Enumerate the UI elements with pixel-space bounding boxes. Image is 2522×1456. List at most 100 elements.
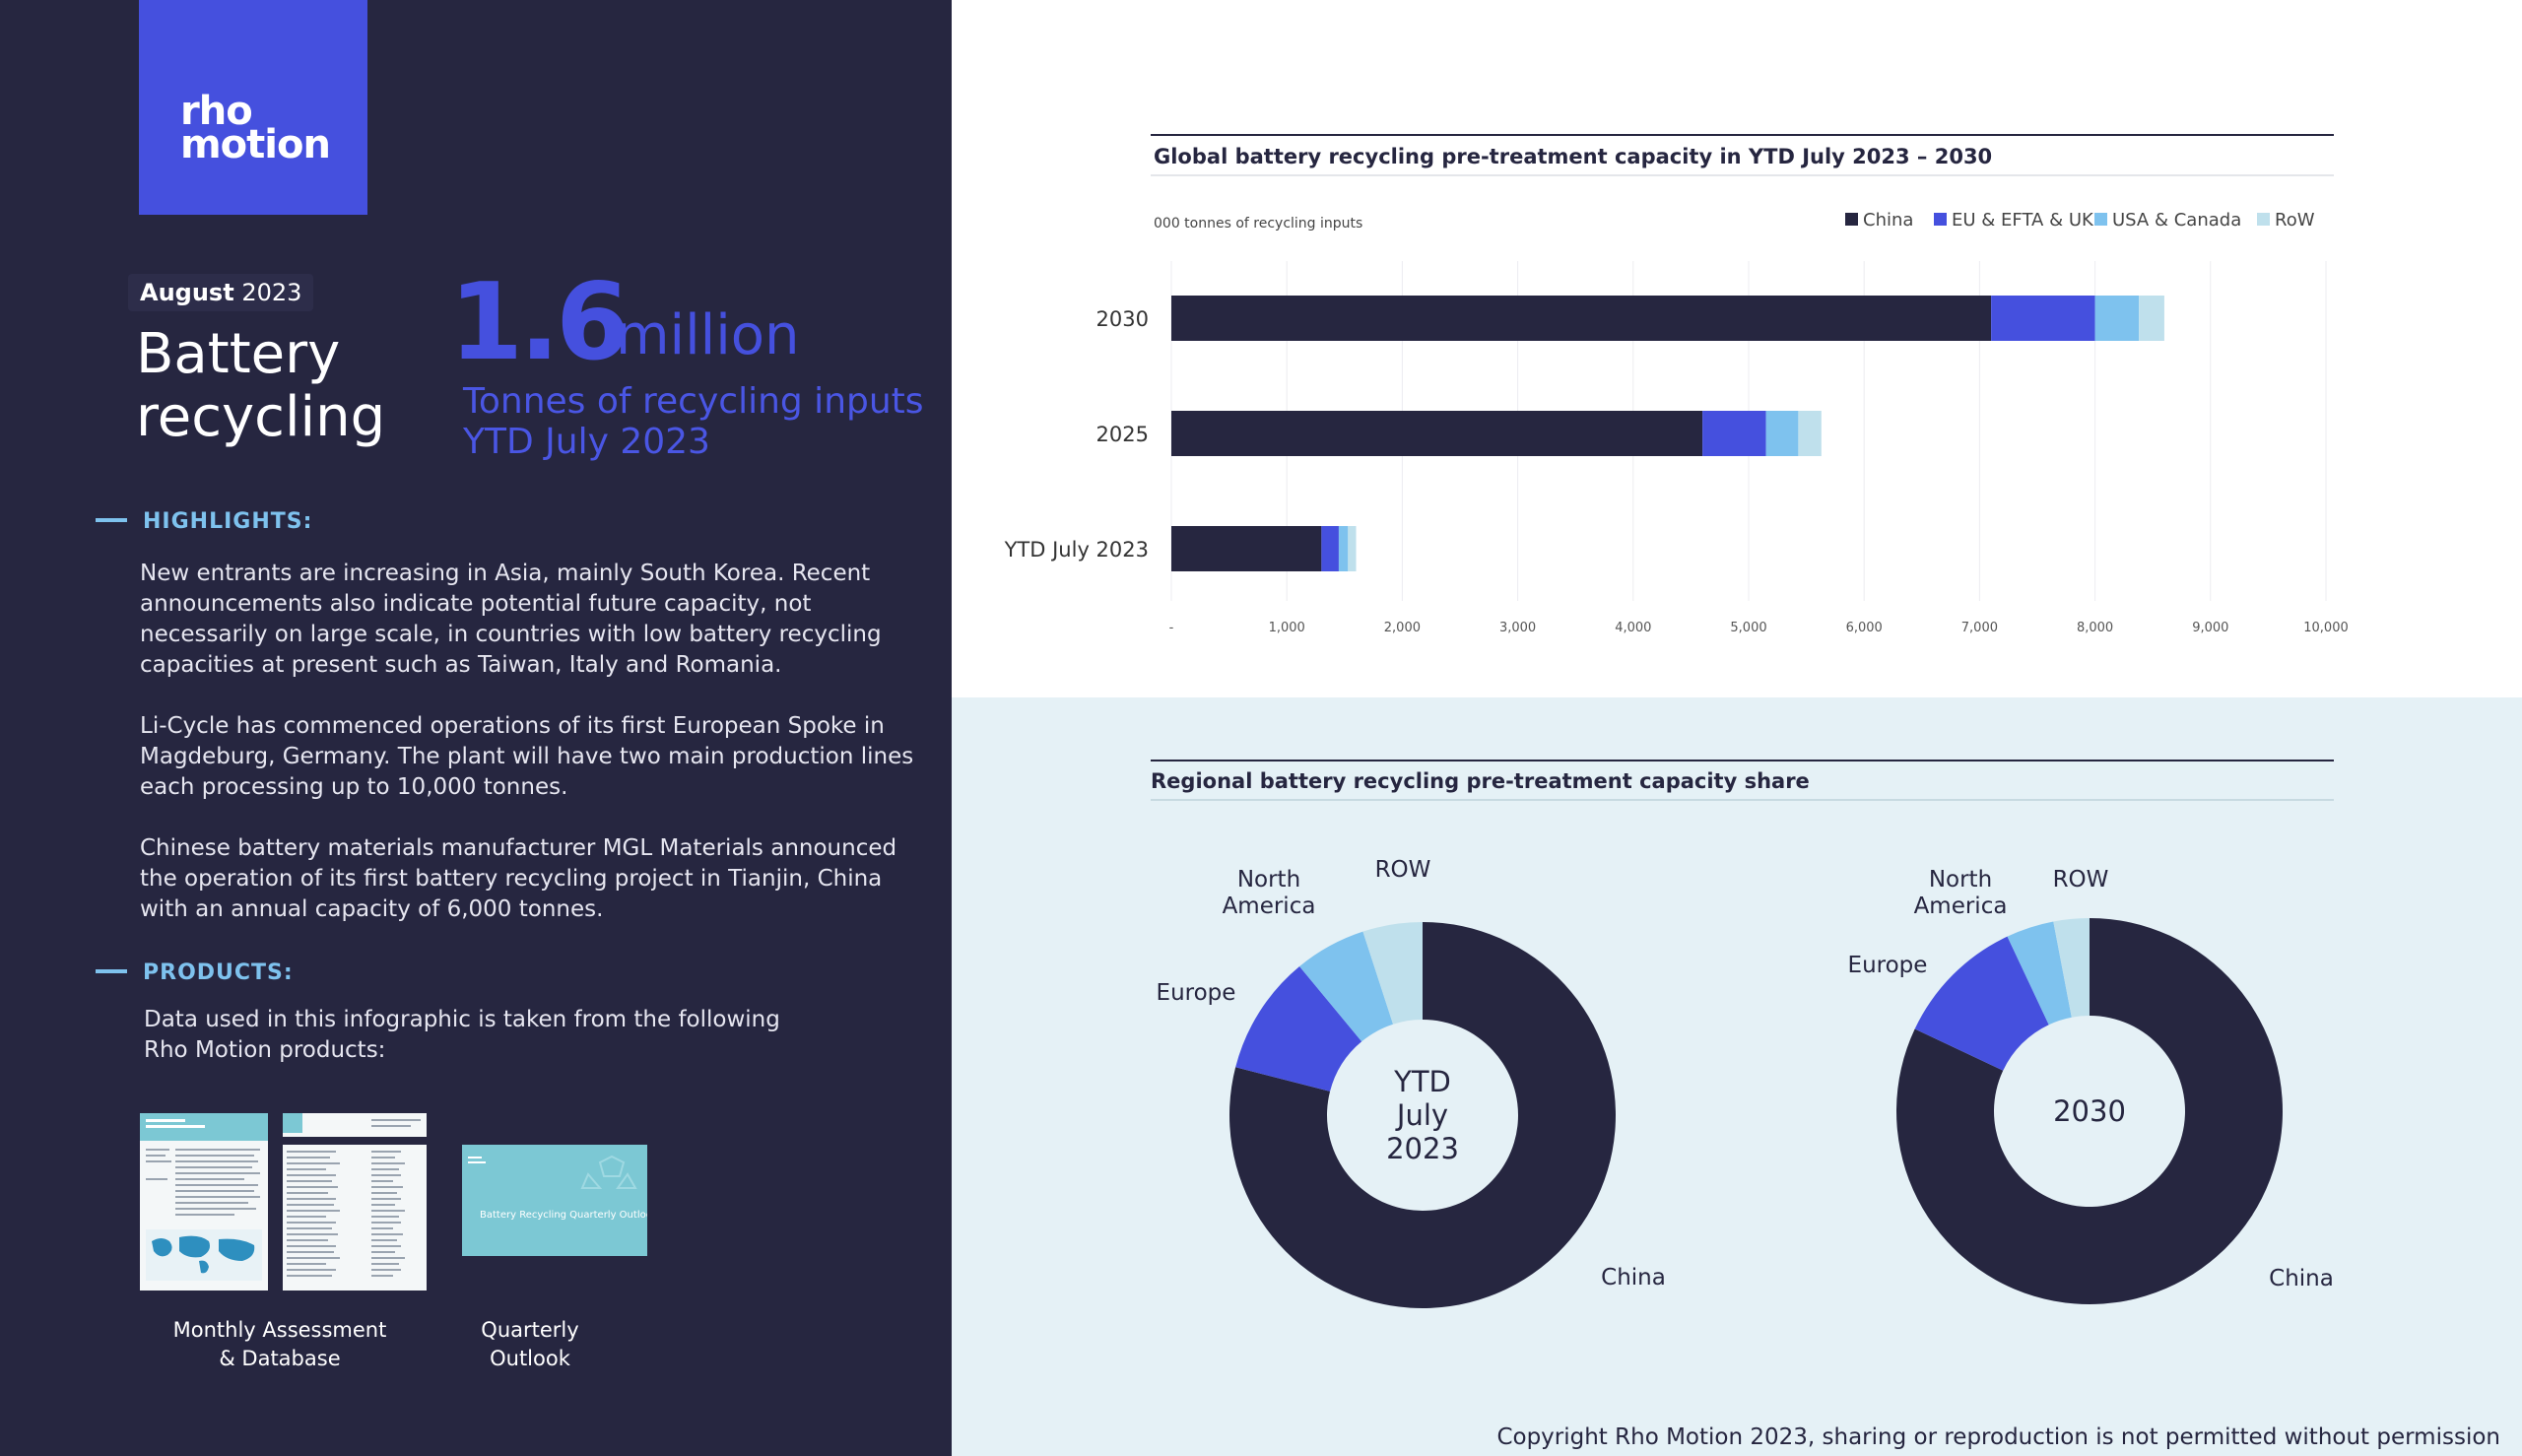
big-unit: million (616, 303, 800, 367)
bar-segment-china (1171, 526, 1322, 571)
donut-center-label: 2023 (1386, 1132, 1459, 1165)
donut-slice-china (1229, 922, 1616, 1308)
products-intro: Data used in this infographic is taken f… (144, 1005, 932, 1066)
y-category-label: YTD July 2023 (1004, 538, 1149, 562)
donut-slice-label-north-america: America (1914, 893, 2008, 919)
outlook-cover-title: Battery Recycling Quarterly Outlook (480, 1210, 647, 1221)
dash-icon (96, 969, 127, 973)
bar-segment-usa-canada (1765, 411, 1799, 456)
big-sub-line2: YTD July 2023 (463, 422, 710, 462)
highlight-paragraph-1: New entrants are increasing in Asia, mai… (140, 561, 882, 678)
highlight-paragraph-3: Chinese battery materials manufacturer M… (140, 835, 897, 922)
bar-segment-row (1798, 411, 1822, 456)
logo-line1: rho (180, 89, 253, 134)
highlight-paragraph-2: Li-Cycle has commenced operations of its… (140, 713, 914, 800)
capacity-share-donuts: Regional battery recycling pre-treatment… (1151, 760, 2334, 1308)
donut-slice-label-china: China (1601, 1265, 1666, 1291)
title-line1: Battery (136, 322, 341, 386)
products-intro-line1: Data used in this infographic is taken f… (144, 1007, 780, 1032)
y-category-label: 2025 (1096, 423, 1149, 446)
legend-swatch (2257, 213, 2270, 226)
legend-swatch (2094, 213, 2107, 226)
bar-segment-row (2139, 296, 2164, 341)
donut-panel: Regional battery recycling pre-treatment… (952, 697, 2522, 1456)
donut-slice-europe (1235, 965, 1362, 1092)
donut-chart-title: Regional battery recycling pre-treatment… (1151, 769, 1810, 793)
donut-slice-label-europe: Europe (1157, 980, 1236, 1006)
title-line2: recycling (136, 385, 386, 449)
bar-chart-bars (1171, 296, 2164, 571)
products-intro-line2: Rho Motion products: (144, 1037, 386, 1063)
database-thumbnail[interactable] (283, 1113, 427, 1291)
date-badge: August 2023 (128, 274, 314, 311)
x-tick-label: - (1169, 621, 1174, 635)
product-caption-quarterly-line2: Outlook (490, 1347, 570, 1370)
bar-chart-tick-labels: - 1,000 2,000 3,000 4,000 5,000 6,000 7,000 8,00… (1169, 621, 2349, 635)
x-tick-label: 9,000 (2192, 621, 2228, 635)
product-caption-monthly: Monthly Assessment & Database (166, 1316, 394, 1373)
donut-slice-label-north-america: North (1237, 867, 1300, 893)
donut-slice-north-america (1299, 931, 1394, 1042)
legend-swatch (1845, 213, 1858, 226)
legend-swatch (1934, 213, 1947, 226)
x-tick-label: 5,000 (1730, 621, 1766, 635)
donut-slice-label-row: ROW (1375, 857, 1431, 883)
y-category-label: 2030 (1096, 307, 1149, 331)
donut-slice-china (1896, 918, 2283, 1304)
x-tick-label: 2,000 (1384, 621, 1421, 635)
donut-slice-europe (1914, 936, 2049, 1071)
donut-slice-row (2053, 918, 2090, 1018)
highlights-heading: HIGHLIGHTS: (96, 509, 312, 534)
legend-label: EU & EFTA & UK (1952, 210, 2094, 231)
copyright-notice: Copyright Rho Motion 2023, sharing or re… (1496, 1424, 2500, 1450)
bar-segment-china (1171, 296, 1992, 341)
dash-icon (96, 518, 127, 522)
bar-segment-china (1171, 411, 1703, 456)
report-page-icon (140, 1113, 268, 1281)
bar-segment-row (1348, 526, 1357, 571)
capacity-bar-chart: Global battery recycling pre-treatment c… (1004, 134, 2349, 635)
donut-slice-row (1362, 922, 1423, 1025)
quarterly-outlook-thumbnail[interactable]: Battery Recycling Quarterly Outlook (462, 1145, 658, 1256)
bar-chart-legend: China EU & EFTA & UK USA & Canada RoW (1845, 210, 2315, 231)
bar-segment-eu-efta-uk (1702, 411, 1766, 456)
x-tick-label: 10,000 (2303, 621, 2349, 635)
bar-segment-eu-efta-uk (1321, 526, 1339, 571)
x-tick-label: 8,000 (2077, 621, 2113, 635)
page-title: Battery recycling (136, 323, 385, 449)
x-tick-label: 3,000 (1499, 621, 1536, 635)
big-number-subtitle: Tonnes of recycling inputs YTD July 2023 (463, 381, 946, 462)
product-caption-quarterly-line1: Quarterly (481, 1318, 579, 1342)
big-number: 1.6 (449, 261, 630, 384)
x-tick-label: 4,000 (1615, 621, 1651, 635)
products-heading: PRODUCTS: (96, 960, 294, 985)
big-sub-line1: Tonnes of recycling inputs (463, 381, 924, 422)
monthly-assessment-thumbnail[interactable] (140, 1113, 268, 1291)
legend-label: RoW (2275, 210, 2315, 231)
donut-center-label: YTD (1393, 1065, 1451, 1098)
product-caption-monthly-line2: & Database (219, 1347, 341, 1370)
legend-label: USA & Canada (2112, 210, 2241, 231)
bar-segment-usa-canada (2094, 296, 2140, 341)
bar-chart-unit-label: 000 tonnes of recycling inputs (1154, 216, 1362, 232)
left-panel: rho motion August 2023 Battery recycling … (0, 0, 952, 1456)
bar-chart-category-labels: 2030 2025 YTD July 2023 (1004, 307, 1149, 562)
outlook-cover-icon: Battery Recycling Quarterly Outlook (468, 1155, 658, 1221)
x-tick-label: 7,000 (1961, 621, 1998, 635)
year: 2023 (241, 279, 302, 306)
bar-segment-eu-efta-uk (1991, 296, 2095, 341)
donut-slice-label-row: ROW (2053, 867, 2109, 893)
product-caption-quarterly: Quarterly Outlook (451, 1316, 609, 1373)
legend-label: China (1863, 210, 1913, 231)
product-caption-monthly-line1: Monthly Assessment (172, 1318, 387, 1342)
products-heading-text: PRODUCTS: (143, 960, 294, 985)
bar-chart-title: Global battery recycling pre-treatment c… (1154, 145, 1992, 168)
database-table-icon (283, 1113, 427, 1277)
x-tick-label: 6,000 (1846, 621, 1883, 635)
month: August (140, 279, 234, 306)
logo-line2: motion (180, 122, 331, 167)
x-tick-label: 1,000 (1269, 621, 1305, 635)
donut-slice-north-america (2007, 921, 2072, 1026)
